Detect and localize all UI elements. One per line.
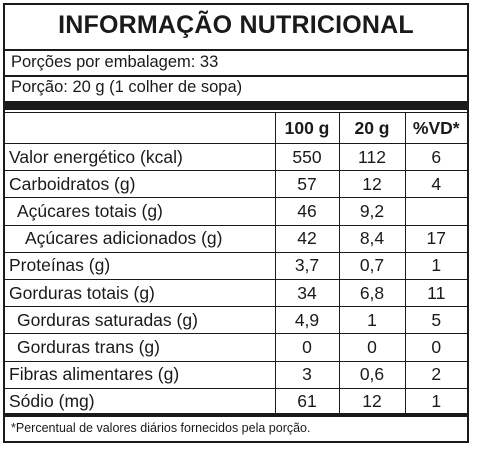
thick-divider xyxy=(5,101,467,110)
nutrient-name: Gorduras totais (g) xyxy=(5,278,276,308)
header-per-serving: 20 g xyxy=(338,112,406,144)
value-per-100g: 34 xyxy=(274,278,340,308)
table-row: Gorduras saturadas (g) 4,9 1 5 xyxy=(5,306,467,335)
value-daily-percent: 6 xyxy=(404,142,467,172)
nutrient-name: Valor energético (kcal) xyxy=(5,142,276,172)
value-per-100g: 0 xyxy=(274,333,340,362)
table-row: Proteínas (g) 3,7 0,7 1 xyxy=(5,251,467,280)
nutrient-name: Gorduras trans (g) xyxy=(5,333,276,362)
table-row: Carboidratos (g) 57 12 4 xyxy=(5,170,467,199)
value-daily-percent: 11 xyxy=(404,278,467,308)
nutrient-name: Fibras alimentares (g) xyxy=(5,360,276,389)
value-daily-percent: 5 xyxy=(404,306,467,335)
value-per-serving: 0 xyxy=(338,333,406,362)
bottom-divider xyxy=(5,413,467,417)
servings-per-package: Porções por embalagem: 33 xyxy=(11,53,219,71)
table-row: Açúcares totais (g) 46 9,2 xyxy=(5,197,467,226)
nutrient-name: Proteínas (g) xyxy=(5,251,276,280)
value-daily-percent: 2 xyxy=(404,360,467,389)
value-per-100g: 550 xyxy=(274,142,340,172)
value-per-100g: 61 xyxy=(274,387,340,416)
value-per-serving: 12 xyxy=(338,387,406,416)
nutrient-name: Carboidratos (g) xyxy=(5,170,276,199)
value-daily-percent: 17 xyxy=(404,224,467,253)
header-per-100g: 100 g xyxy=(274,112,340,144)
value-per-100g: 57 xyxy=(274,170,340,199)
label-title: INFORMAÇÃO NUTRICIONAL xyxy=(58,11,414,39)
value-daily-percent xyxy=(404,197,467,226)
value-daily-percent: 0 xyxy=(404,333,467,362)
value-per-100g: 4,9 xyxy=(274,306,340,335)
table-row: Açúcares adicionados (g) 42 8,4 17 xyxy=(5,224,467,253)
value-per-serving: 0,7 xyxy=(338,251,406,280)
header-nutrient xyxy=(5,112,276,144)
nutrition-label: INFORMAÇÃO NUTRICIONAL Porções por embal… xyxy=(3,3,469,443)
nutrient-name: Açúcares totais (g) xyxy=(5,197,276,226)
value-per-100g: 42 xyxy=(274,224,340,253)
serving-size: Porção: 20 g (1 colher de sopa) xyxy=(11,78,243,96)
value-per-serving: 9,2 xyxy=(338,197,406,226)
table-header-row: 100 g 20 g %VD* xyxy=(5,112,467,144)
footnote: *Percentual de valores diários fornecido… xyxy=(11,421,311,435)
value-per-100g: 3,7 xyxy=(274,251,340,280)
nutrient-name: Açúcares adicionados (g) xyxy=(5,224,276,253)
table-row: Valor energético (kcal) 550 112 6 xyxy=(5,142,467,172)
table-row: Gorduras trans (g) 0 0 0 xyxy=(5,333,467,362)
value-per-serving: 12 xyxy=(338,170,406,199)
value-daily-percent: 1 xyxy=(404,251,467,280)
value-per-serving: 112 xyxy=(338,142,406,172)
value-per-100g: 3 xyxy=(274,360,340,389)
nutrient-name: Gorduras saturadas (g) xyxy=(5,306,276,335)
nutrition-table: 100 g 20 g %VD* Valor energético (kcal) 5… xyxy=(5,112,467,416)
title-divider xyxy=(5,49,467,51)
table-row: Fibras alimentares (g) 3 0,6 2 xyxy=(5,360,467,389)
table-row: Gorduras totais (g) 34 6,8 11 xyxy=(5,278,467,308)
value-per-serving: 6,8 xyxy=(338,278,406,308)
value-per-serving: 1 xyxy=(338,306,406,335)
value-per-serving: 0,6 xyxy=(338,360,406,389)
nutrient-name: Sódio (mg) xyxy=(5,387,276,416)
value-daily-percent: 4 xyxy=(404,170,467,199)
servings-divider xyxy=(5,75,467,77)
value-daily-percent: 1 xyxy=(404,387,467,416)
table-row: Sódio (mg) 61 12 1 xyxy=(5,387,467,416)
value-per-100g: 46 xyxy=(274,197,340,226)
value-per-serving: 8,4 xyxy=(338,224,406,253)
header-daily-value: %VD* xyxy=(404,112,467,144)
